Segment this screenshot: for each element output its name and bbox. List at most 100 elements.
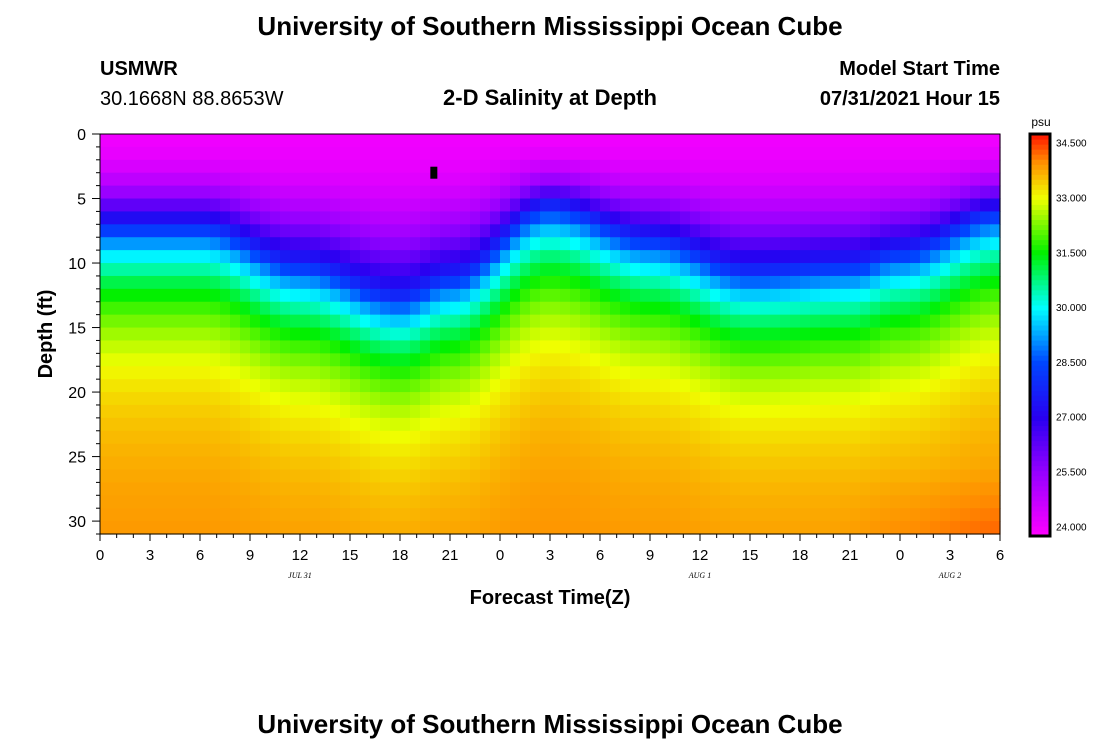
heatmap-cell	[620, 172, 631, 187]
heatmap-cell	[260, 185, 271, 200]
heatmap-cell	[560, 469, 571, 483]
colorbar-segment	[1030, 430, 1050, 437]
heatmap-cell	[280, 198, 291, 213]
heatmap-cell	[220, 275, 231, 290]
heatmap-cell	[850, 263, 861, 277]
heatmap-cell	[340, 224, 351, 238]
heatmap-cell	[100, 353, 111, 367]
heatmap-cell	[810, 404, 821, 419]
heatmap-cell	[480, 159, 491, 174]
heatmap-cell	[550, 250, 561, 264]
heatmap-cell	[540, 404, 551, 419]
heatmap-cell	[190, 263, 201, 277]
heatmap-cell	[270, 456, 281, 471]
heatmap-cell	[440, 198, 451, 213]
heatmap-cell	[950, 430, 961, 445]
heatmap-cell	[920, 353, 931, 367]
heatmap-cell	[890, 417, 901, 432]
heatmap-cell	[770, 521, 781, 535]
heatmap-cell	[510, 456, 521, 471]
heatmap-cell	[590, 456, 601, 471]
heatmap-cell	[730, 392, 741, 406]
heatmap-cell	[190, 250, 201, 264]
heatmap-cell	[360, 495, 371, 509]
heatmap-cell	[850, 379, 861, 393]
heatmap-cell	[430, 521, 441, 535]
heatmap-cell	[700, 146, 711, 161]
heatmap-cell	[950, 456, 961, 471]
heatmap-cell	[670, 301, 681, 316]
heatmap-cell	[800, 327, 811, 342]
heatmap-cell	[910, 263, 921, 277]
heatmap-cell	[760, 340, 771, 354]
heatmap-cell	[210, 443, 221, 458]
heatmap-cell	[670, 521, 681, 535]
heatmap-cell	[300, 469, 311, 483]
heatmap-cell	[300, 237, 311, 251]
heatmap-cell	[250, 495, 261, 509]
heatmap-cell	[110, 366, 121, 380]
heatmap-cell	[360, 314, 371, 329]
heatmap-cell	[500, 456, 511, 471]
heatmap-cell	[780, 224, 791, 238]
heatmap-cell	[970, 314, 981, 329]
heatmap-cell	[810, 482, 821, 496]
heatmap-cell	[530, 495, 541, 509]
heatmap-cell	[390, 185, 401, 200]
heatmap-cell	[100, 134, 111, 148]
heatmap-cell	[580, 263, 591, 277]
heatmap-cell	[470, 430, 481, 445]
heatmap-cell	[570, 366, 581, 380]
y-tick-label: 10	[68, 256, 86, 273]
heatmap-cell	[700, 172, 711, 187]
heatmap-cell	[100, 366, 111, 380]
heatmap-cell	[210, 392, 221, 406]
heatmap-cell	[270, 301, 281, 316]
heatmap-cell	[910, 185, 921, 200]
colorbar-segment	[1030, 284, 1050, 291]
heatmap-cell	[690, 237, 701, 251]
heatmap-cell	[260, 379, 271, 393]
heatmap-cell	[880, 482, 891, 496]
heatmap-cell	[640, 146, 651, 161]
heatmap-cell	[790, 288, 801, 303]
heatmap-cell	[710, 275, 721, 290]
heatmap-cell	[840, 366, 851, 380]
heatmap-cell	[540, 469, 551, 483]
heatmap-cell	[280, 456, 291, 471]
heatmap-cell	[350, 224, 361, 238]
heatmap-cell	[790, 250, 801, 264]
heatmap-cell	[920, 392, 931, 406]
heatmap-cell	[160, 340, 171, 354]
heatmap-cell	[790, 159, 801, 174]
heatmap-cell	[460, 146, 471, 161]
heatmap-cell	[530, 172, 541, 187]
heatmap-cell	[530, 263, 541, 277]
heatmap-cell	[840, 211, 851, 225]
heatmap-cell	[820, 366, 831, 380]
heatmap-cell	[970, 469, 981, 483]
heatmap-cell	[500, 172, 511, 187]
heatmap-cell	[510, 288, 521, 303]
heatmap-cell	[550, 288, 561, 303]
heatmap-cell	[820, 237, 831, 251]
heatmap-cell	[670, 430, 681, 445]
heatmap-cell	[180, 159, 191, 174]
heatmap-cell	[790, 275, 801, 290]
heatmap-cell	[470, 301, 481, 316]
heatmap-cell	[280, 482, 291, 496]
heatmap-cell	[960, 263, 971, 277]
heatmap-cell	[810, 417, 821, 432]
heatmap-cell	[110, 340, 121, 354]
heatmap-cell	[920, 366, 931, 380]
heatmap-cell	[560, 353, 571, 367]
heatmap-cell	[870, 146, 881, 161]
heatmap-cell	[730, 443, 741, 458]
heatmap-cell	[290, 340, 301, 354]
heatmap-cell	[980, 237, 991, 251]
heatmap-cell	[570, 327, 581, 342]
heatmap-cell	[530, 211, 541, 225]
colorbar-segment	[1030, 204, 1050, 210]
heatmap-cell	[440, 366, 451, 380]
heatmap-cell	[890, 521, 901, 535]
